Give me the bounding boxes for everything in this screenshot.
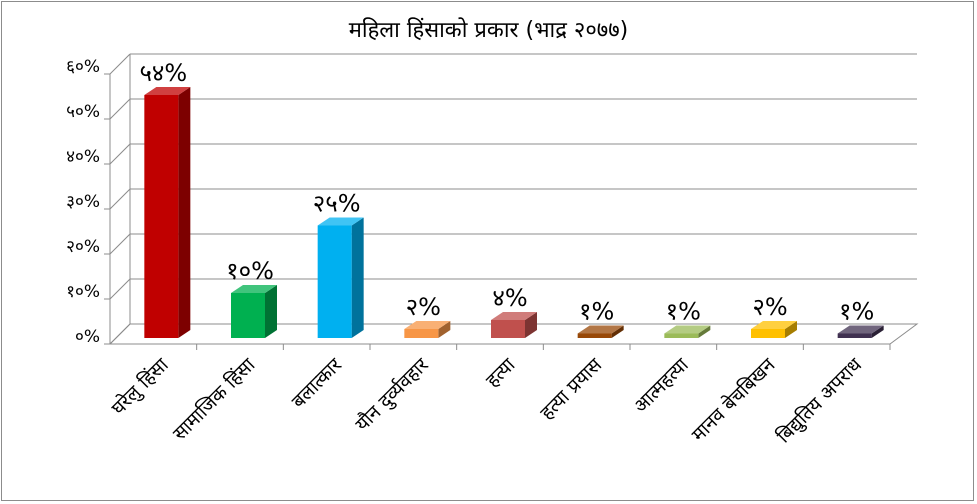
data-label: १०%: [226, 257, 274, 285]
bar-side: [438, 321, 451, 338]
bar: [317, 225, 352, 338]
bar-top: [751, 321, 797, 329]
gridline-depth: [109, 98, 131, 120]
y-tick-label: ५०%: [66, 102, 100, 122]
data-labels: ५४% १०% २५% २% ४% १% १% २% १%: [139, 59, 874, 326]
data-label: ५४%: [139, 59, 187, 87]
category-label: हत्या प्रयास: [536, 353, 607, 424]
category-label: बिद्युतिय अपराध: [772, 353, 867, 448]
bar-top: [144, 87, 191, 95]
data-label: ४%: [492, 284, 527, 312]
bars: [144, 87, 884, 338]
gridline-depth: [109, 143, 131, 165]
category-label: आत्महत्या: [629, 353, 693, 417]
y-tick-label: ०%: [75, 327, 100, 347]
bar-side: [871, 325, 884, 338]
bar-side: [698, 325, 711, 338]
bar: [664, 333, 699, 338]
bar-side: [611, 325, 624, 338]
data-label: १%: [579, 298, 614, 326]
y-tick-label: ६०%: [66, 57, 100, 77]
category-labels: घरेलु हिंसासामाजिक हिंसा बलात्कार यौन दुर्…: [107, 352, 868, 448]
data-label: २%: [752, 293, 787, 321]
bar-side: [351, 217, 364, 338]
bar: [837, 333, 872, 338]
gridlines: [109, 53, 917, 345]
gridline-depth: [109, 53, 131, 75]
data-label: २५%: [313, 190, 361, 218]
bar-top: [231, 285, 277, 293]
data-label: १%: [666, 298, 701, 326]
gridline-depth: [109, 233, 131, 255]
bar-side: [525, 312, 537, 338]
category-label: सामाजिक हिंसा: [168, 353, 260, 445]
y-tick-label: २०%: [66, 237, 100, 257]
y-tick-label: ४०%: [66, 147, 100, 167]
bar-side: [785, 321, 797, 338]
y-tick-label: १०%: [66, 282, 100, 302]
bar-top: [404, 321, 451, 329]
axes: [104, 54, 919, 350]
y-tick-label: ३०%: [66, 192, 100, 212]
gridline-depth: [109, 278, 131, 300]
bar-top: [317, 217, 364, 226]
bar-top: [577, 325, 624, 334]
bar: [751, 329, 785, 338]
bar: [144, 95, 179, 338]
chart-title: महिला हिंसाको प्रकार (भाद्र २०७७): [348, 18, 629, 43]
bar-top: [664, 325, 711, 334]
gridline-depth: [109, 188, 131, 210]
bar: [491, 320, 525, 338]
category-label: मानव बेचबिखन: [687, 353, 780, 446]
bar-side: [265, 285, 277, 338]
category-label: घरेलु हिंसा: [107, 353, 175, 421]
bar-top: [491, 312, 537, 320]
bar-side: [178, 87, 191, 338]
category-label: बलात्कार: [287, 353, 347, 413]
data-label: १%: [839, 298, 874, 326]
bar: [404, 329, 439, 338]
bar: [231, 293, 265, 338]
category-label: यौन दुर्व्यवहार: [351, 352, 435, 436]
category-label: हत्या: [482, 353, 521, 392]
bar-top: [837, 325, 884, 334]
data-label: २%: [406, 293, 441, 321]
bar: [577, 333, 612, 338]
y-axis-ticks: ०% १०% २०% ३०% ४०% ५०% ६०%: [66, 57, 100, 347]
